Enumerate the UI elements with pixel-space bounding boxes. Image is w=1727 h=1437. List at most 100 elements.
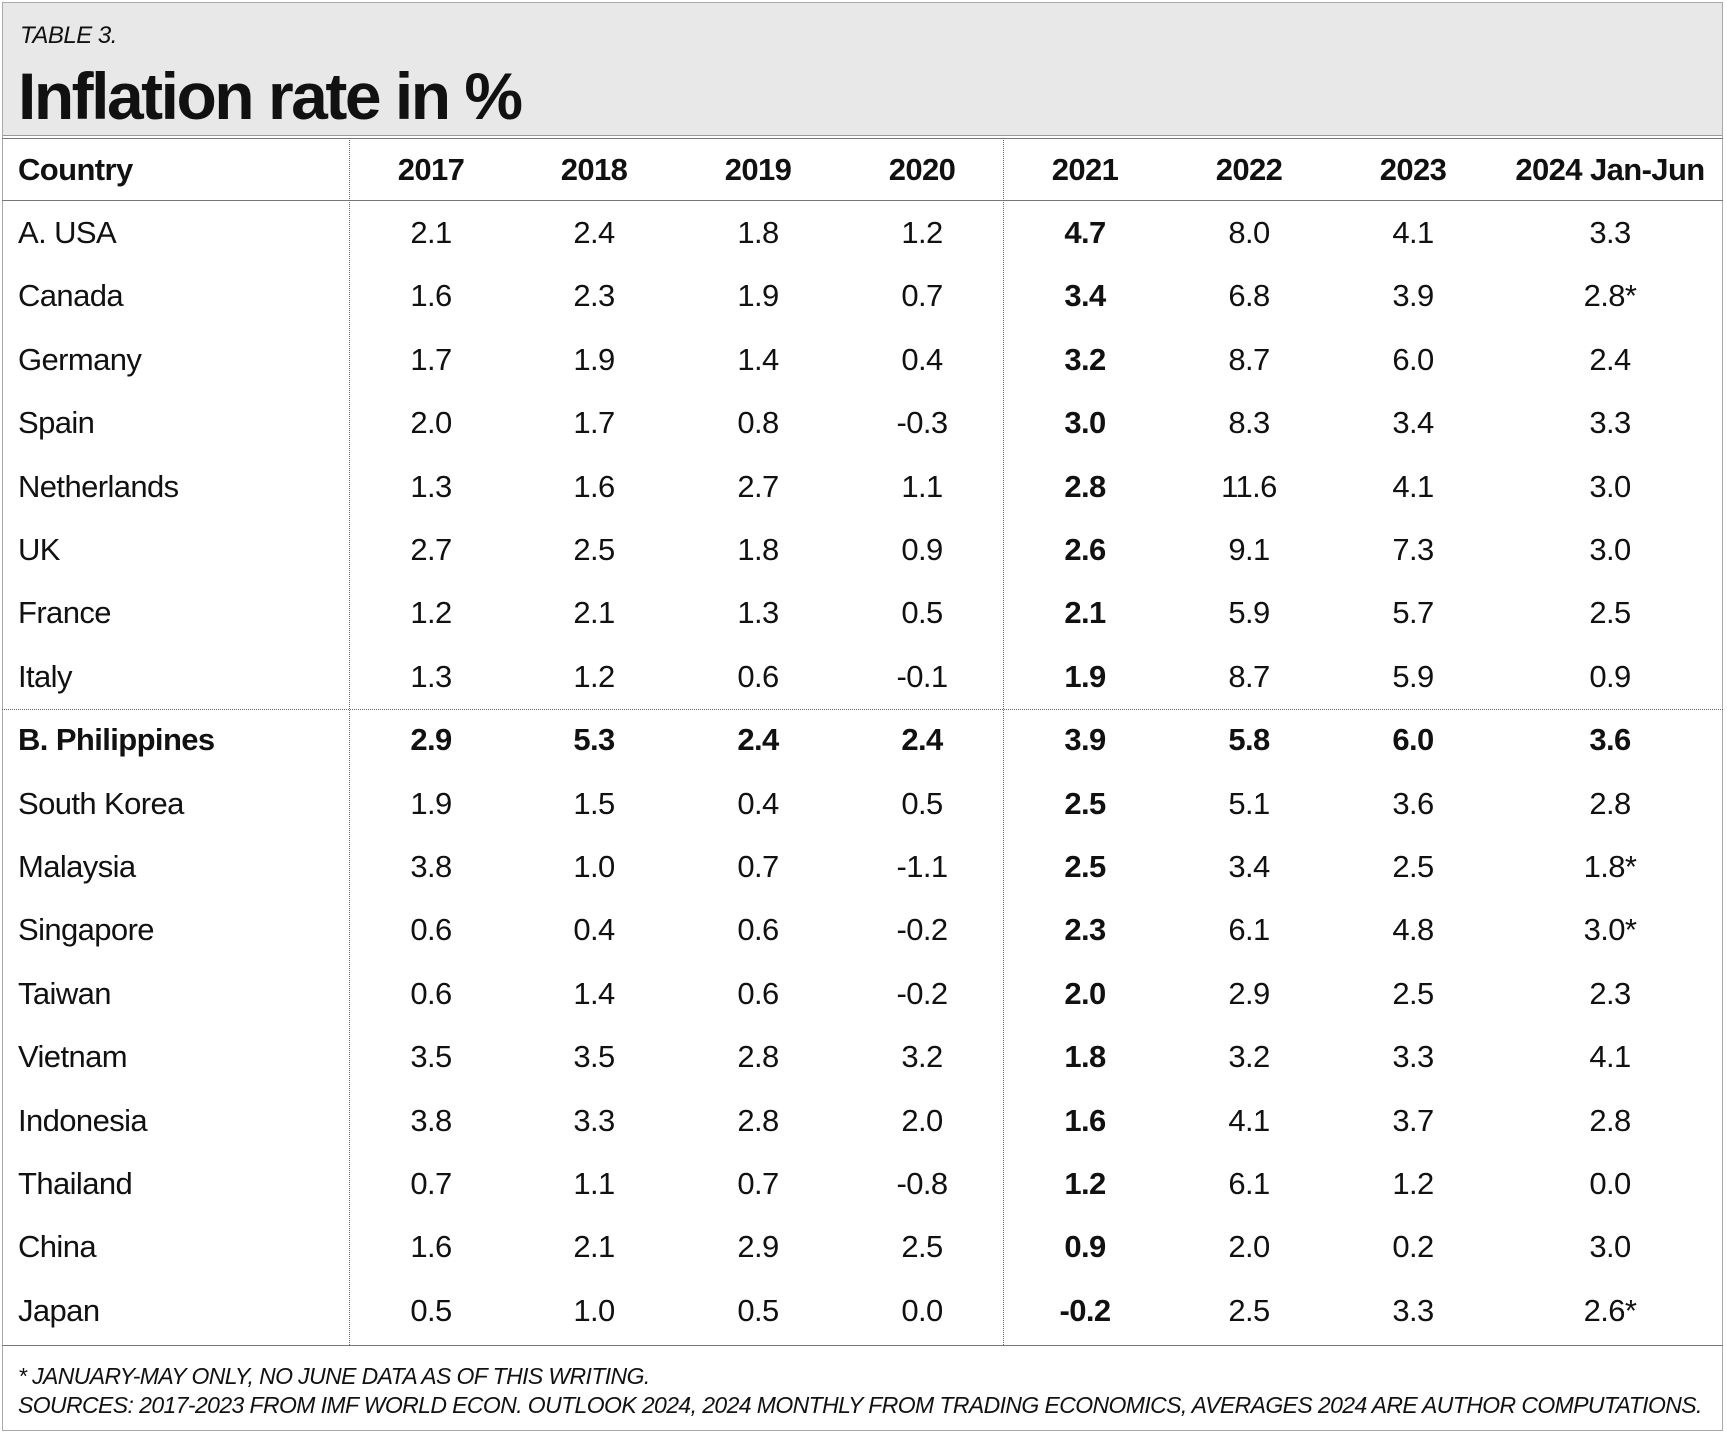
cell: 0.6 [737, 658, 779, 694]
cell: 5.3 [573, 722, 615, 758]
cell: 1.6 [410, 1229, 452, 1265]
cell: 1.7 [573, 405, 615, 441]
cell: 3.0 [1064, 405, 1106, 441]
cell: 3.2 [1228, 1039, 1270, 1075]
cell: 4.1 [1392, 468, 1434, 504]
cell: 3.3 [1589, 215, 1631, 250]
row-label: Germany [18, 341, 142, 377]
cell: 5.9 [1392, 658, 1434, 694]
cell: 3.6 [1392, 785, 1434, 821]
column-header: 2018 [560, 152, 628, 187]
cell: 1.5 [573, 785, 615, 821]
cell: 5.9 [1228, 595, 1270, 631]
cell: 1.8 [737, 215, 779, 250]
cell: 3.0* [1583, 912, 1637, 948]
cell: 1.2 [1064, 1166, 1106, 1201]
row-label: Malaysia [18, 849, 136, 884]
cell: 2.8* [1583, 278, 1637, 314]
cell: 0.7 [737, 849, 779, 884]
row-label: China [18, 1229, 97, 1265]
cell: 2.4 [737, 722, 779, 758]
row-label: Canada [18, 278, 124, 314]
cell: 2.8 [737, 1102, 779, 1138]
cell: 1.2 [573, 658, 615, 694]
cell: 2.7 [410, 532, 452, 567]
cell: 1.6 [573, 468, 615, 504]
cell: 1.7 [410, 341, 452, 377]
cell: 1.3 [410, 468, 452, 504]
cell: -0.2 [896, 912, 948, 948]
cell: 2.5 [1064, 785, 1106, 821]
cell: 4.8 [1392, 912, 1434, 948]
cell: 2.8 [1589, 785, 1631, 821]
cell: 1.9 [573, 341, 615, 377]
cell: 6.1 [1228, 912, 1270, 948]
column-header: 2021 [1051, 152, 1119, 187]
cell: 1.9 [1064, 658, 1106, 694]
cell: 2.0 [1228, 1229, 1270, 1265]
cell: 3.2 [901, 1039, 943, 1075]
cell: 3.3 [1589, 405, 1631, 441]
cell: 3.4 [1064, 278, 1106, 314]
cell: 2.5 [1392, 975, 1434, 1011]
cell: 3.4 [1228, 849, 1270, 884]
cell: -0.2 [896, 975, 948, 1011]
cell: 2.9 [737, 1229, 779, 1265]
column-header: 2017 [397, 152, 465, 187]
cell: 0.5 [410, 1292, 452, 1328]
cell: 1.8 [737, 532, 779, 567]
cell: 2.1 [573, 1229, 615, 1265]
row-label: Spain [18, 405, 95, 441]
cell: 3.9 [1064, 722, 1106, 758]
cell: 0.7 [901, 278, 943, 314]
row-label: Netherlands [18, 468, 179, 504]
cell: 2.1 [573, 595, 615, 631]
cell: 2.0 [901, 1102, 943, 1138]
cell: 5.7 [1392, 595, 1434, 631]
cell: 2.5 [1392, 849, 1434, 884]
cell: 1.6 [410, 278, 452, 314]
column-header: 2024 Jan-Jun [1515, 152, 1705, 187]
cell: 0.9 [1064, 1229, 1106, 1265]
table-label: TABLE 3. [20, 22, 117, 49]
cell: 3.8 [410, 849, 452, 884]
cell: 3.4 [1392, 405, 1434, 441]
table-title: Inflation rate in % [18, 59, 523, 133]
column-divider [349, 138, 350, 1345]
cell: 6.0 [1392, 341, 1434, 377]
row-label: Singapore [18, 912, 155, 948]
cell: -0.3 [896, 405, 948, 441]
cell: 2.9 [1228, 975, 1270, 1011]
cell: 4.1 [1589, 1039, 1631, 1075]
row-label: A. USA [18, 215, 117, 250]
cell: 2.5 [1064, 849, 1106, 884]
cell: 0.9 [1589, 658, 1631, 694]
cell: 0.6 [737, 975, 779, 1011]
cell: 1.8 [1064, 1039, 1106, 1075]
cell: 0.2 [1392, 1229, 1434, 1265]
cell: 1.9 [737, 278, 779, 314]
cell: 2.1 [410, 215, 452, 250]
cell: 2.3 [1064, 912, 1106, 948]
column-header: 2023 [1379, 152, 1447, 187]
cell: 3.5 [410, 1039, 452, 1075]
cell: 6.1 [1228, 1166, 1270, 1201]
cell: 2.6* [1583, 1292, 1637, 1328]
cell: 2.3 [573, 278, 615, 314]
cell: 2.1 [1064, 595, 1106, 631]
row-label: Taiwan [18, 975, 112, 1011]
cell: 3.6 [1589, 722, 1631, 758]
cell: -0.1 [896, 658, 948, 694]
cell: 0.0 [901, 1292, 943, 1328]
cell: 0.0 [1589, 1166, 1631, 1201]
header-rule [2, 200, 1723, 201]
cell: 0.6 [410, 975, 452, 1011]
cell: 4.1 [1228, 1102, 1270, 1138]
cell: 3.0 [1589, 1229, 1631, 1265]
cell: 3.2 [1064, 341, 1106, 377]
cell: 3.3 [1392, 1039, 1434, 1075]
cell: 0.4 [901, 341, 943, 377]
cell: 2.4 [573, 215, 615, 250]
cell: 0.8 [737, 405, 779, 441]
